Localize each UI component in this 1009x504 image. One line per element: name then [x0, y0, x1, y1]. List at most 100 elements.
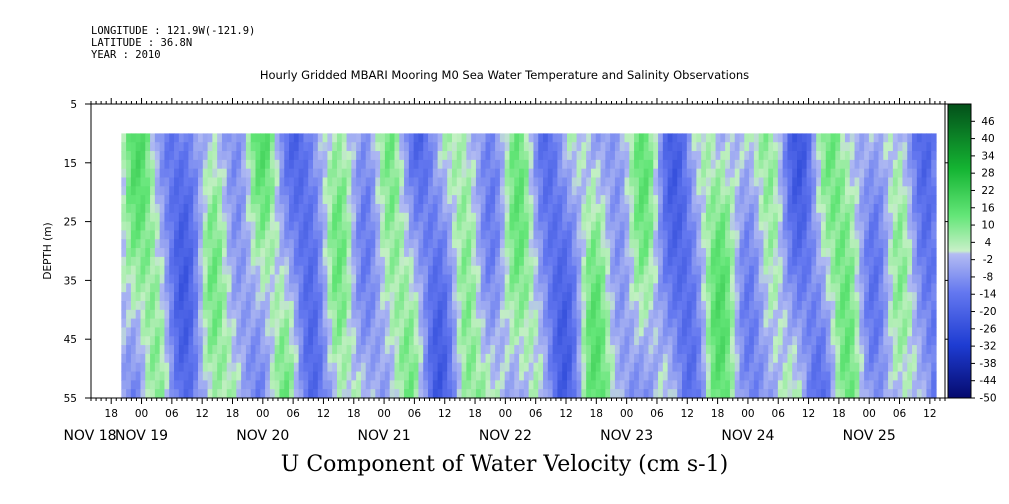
heat-cell [614, 353, 621, 364]
heat-cell [567, 353, 573, 364]
heat-cell [437, 221, 443, 232]
heat-cell [691, 265, 697, 276]
heat-cell [643, 283, 650, 293]
heat-cell [495, 212, 501, 223]
heat-cell [619, 239, 626, 249]
heat-cell [140, 336, 146, 346]
heat-cell [725, 159, 731, 170]
heat-cell [514, 345, 520, 355]
heat-cell [648, 380, 654, 390]
heat-cell [336, 389, 343, 399]
heat-cell [888, 265, 894, 276]
heat-cell [178, 371, 185, 381]
heat-cell [375, 362, 381, 373]
heat-cell [519, 292, 525, 302]
heat-cell [183, 380, 190, 390]
heat-cell [231, 309, 237, 320]
heat-cell [269, 239, 276, 249]
heat-cell [725, 318, 731, 329]
heat-cell [495, 309, 501, 320]
heat-cell [682, 212, 688, 223]
heat-cell [471, 327, 477, 337]
heat-cell [758, 309, 765, 320]
heat-cell [159, 248, 166, 258]
heat-cell [624, 177, 630, 187]
heat-cell [523, 151, 530, 161]
heat-cell [140, 168, 146, 179]
heat-cell [284, 221, 290, 232]
heat-cell [634, 239, 640, 249]
heat-cell [174, 389, 180, 399]
heat-cell [523, 177, 530, 187]
heat-cell [734, 142, 741, 152]
heat-cell [341, 186, 348, 196]
heat-cell [677, 380, 683, 390]
heat-cell [782, 248, 789, 258]
heat-cell [840, 239, 846, 249]
heat-cell [682, 283, 688, 293]
heat-cell [303, 186, 309, 196]
heat-cell [547, 265, 554, 276]
heat-cell [854, 274, 860, 284]
heat-cell [456, 133, 463, 143]
heat-cell [221, 371, 228, 381]
heat-cell [734, 265, 741, 276]
heat-cell [581, 265, 587, 276]
heat-cell [346, 274, 352, 284]
heat-cell [629, 248, 635, 258]
heat-cell [825, 389, 832, 399]
heat-cell [413, 309, 420, 320]
heat-cell [873, 248, 880, 258]
heat-cell [653, 239, 659, 249]
heat-cell [341, 212, 348, 223]
heat-cell [610, 186, 616, 196]
heat-cell [461, 230, 467, 240]
heat-cell [873, 168, 880, 179]
heat-cell [121, 203, 127, 214]
heat-cell [236, 212, 242, 223]
heat-cell [533, 212, 539, 223]
heat-cell [389, 309, 396, 320]
heat-cell [380, 133, 386, 143]
heat-cell [404, 203, 410, 214]
heat-cell [475, 195, 482, 205]
heat-cell [130, 177, 137, 187]
heat-cell [332, 318, 338, 329]
heat-cell [849, 168, 856, 179]
heat-cell [341, 309, 348, 320]
heat-cell [341, 300, 348, 311]
heat-cell [418, 362, 424, 373]
heat-cell [662, 195, 669, 205]
heat-cell [600, 239, 606, 249]
heat-cell [605, 195, 611, 205]
heat-cell [217, 177, 223, 187]
heat-cell [188, 265, 194, 276]
heat-cell [313, 292, 319, 302]
heat-cell [567, 239, 573, 249]
heat-cell [605, 177, 611, 187]
heat-cell [504, 371, 511, 381]
heat-cell [600, 389, 606, 399]
heat-cell [121, 309, 127, 320]
heat-cell [269, 292, 276, 302]
heat-cell [250, 300, 257, 311]
heat-cell [701, 336, 707, 346]
heat-cell [787, 168, 793, 179]
heat-cell [691, 309, 697, 320]
heat-cell [360, 248, 367, 258]
heat-cell [634, 177, 640, 187]
heat-cell [308, 133, 314, 143]
heat-cell [169, 336, 175, 346]
heat-cell [365, 274, 372, 284]
heat-cell [868, 380, 875, 390]
heat-cell [178, 300, 185, 311]
heat-cell [317, 203, 324, 214]
heat-cell [610, 239, 616, 249]
heat-cell [557, 265, 563, 276]
heat-cell [504, 309, 511, 320]
heat-cell [504, 186, 511, 196]
heat-cell [653, 345, 659, 355]
heat-cell [782, 371, 789, 381]
heat-cell [557, 221, 563, 232]
heat-cell [643, 221, 650, 232]
